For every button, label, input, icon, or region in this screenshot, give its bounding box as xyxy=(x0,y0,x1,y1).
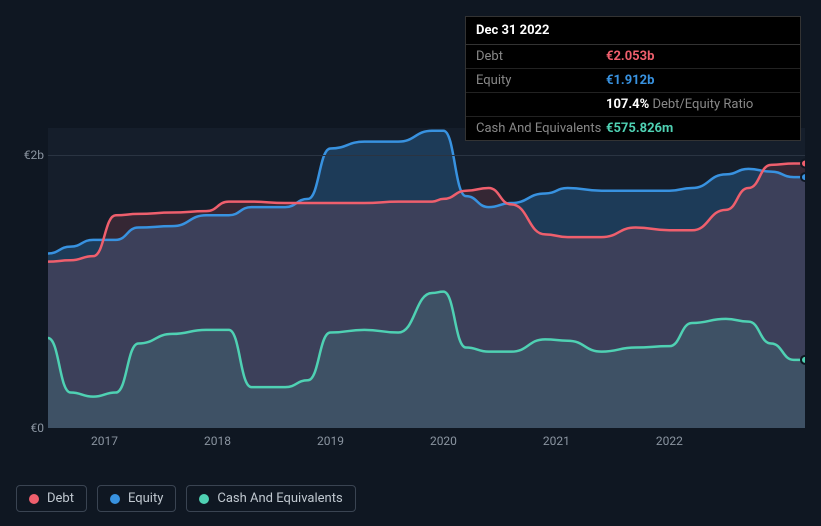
legend-item-cash-and-equivalents[interactable]: Cash And Equivalents xyxy=(186,485,355,512)
legend-label: Debt xyxy=(47,491,74,506)
x-tick-label: 2017 xyxy=(91,434,118,448)
tooltip-row-label: Equity xyxy=(476,73,606,88)
plot-area[interactable] xyxy=(48,128,805,428)
chart-tooltip: Dec 31 2022 Debt€2.053bEquity€1.912b107.… xyxy=(465,16,801,141)
y-axis: €0 €2b xyxy=(16,120,48,445)
legend-swatch-icon xyxy=(110,494,120,504)
tooltip-row: 107.4% Debt/Equity Ratio xyxy=(466,93,800,117)
tooltip-row-value: 107.4% Debt/Equity Ratio xyxy=(606,97,753,112)
legend: Debt Equity Cash And Equivalents xyxy=(16,485,356,512)
x-tick-label: 2022 xyxy=(656,434,683,448)
y-tick-label: €0 xyxy=(31,421,45,435)
series-endpoint-debt xyxy=(801,159,805,167)
x-tick-label: 2018 xyxy=(204,434,231,448)
x-tick-label: 2020 xyxy=(430,434,457,448)
legend-item-equity[interactable]: Equity xyxy=(97,485,176,512)
series-endpoint-cash-and-equivalents xyxy=(801,356,805,364)
tooltip-row: Equity€1.912b xyxy=(466,69,800,93)
legend-label: Cash And Equivalents xyxy=(217,491,342,506)
series-endpoint-equity xyxy=(801,173,805,181)
x-tick-label: 2019 xyxy=(317,434,344,448)
chart-container: €0 €2b 2017 2018 2019 2020 2021 2022 xyxy=(16,120,805,445)
legend-swatch-icon xyxy=(29,494,39,504)
tooltip-row: Debt€2.053b xyxy=(466,45,800,69)
legend-swatch-icon xyxy=(199,494,209,504)
tooltip-row: Cash And Equivalents€575.826m xyxy=(466,117,800,140)
legend-item-debt[interactable]: Debt xyxy=(16,485,87,512)
y-tick-label: €2b xyxy=(24,148,44,162)
tooltip-row-value: €2.053b xyxy=(606,49,654,64)
tooltip-row-value: €575.826m xyxy=(606,121,673,136)
tooltip-row-label xyxy=(476,97,606,112)
tooltip-row-value: €1.912b xyxy=(606,73,654,88)
x-tick-label: 2021 xyxy=(543,434,570,448)
tooltip-row-label: Cash And Equivalents xyxy=(476,121,606,136)
legend-label: Equity xyxy=(128,491,163,506)
tooltip-date: Dec 31 2022 xyxy=(466,17,800,45)
tooltip-row-label: Debt xyxy=(476,49,606,64)
